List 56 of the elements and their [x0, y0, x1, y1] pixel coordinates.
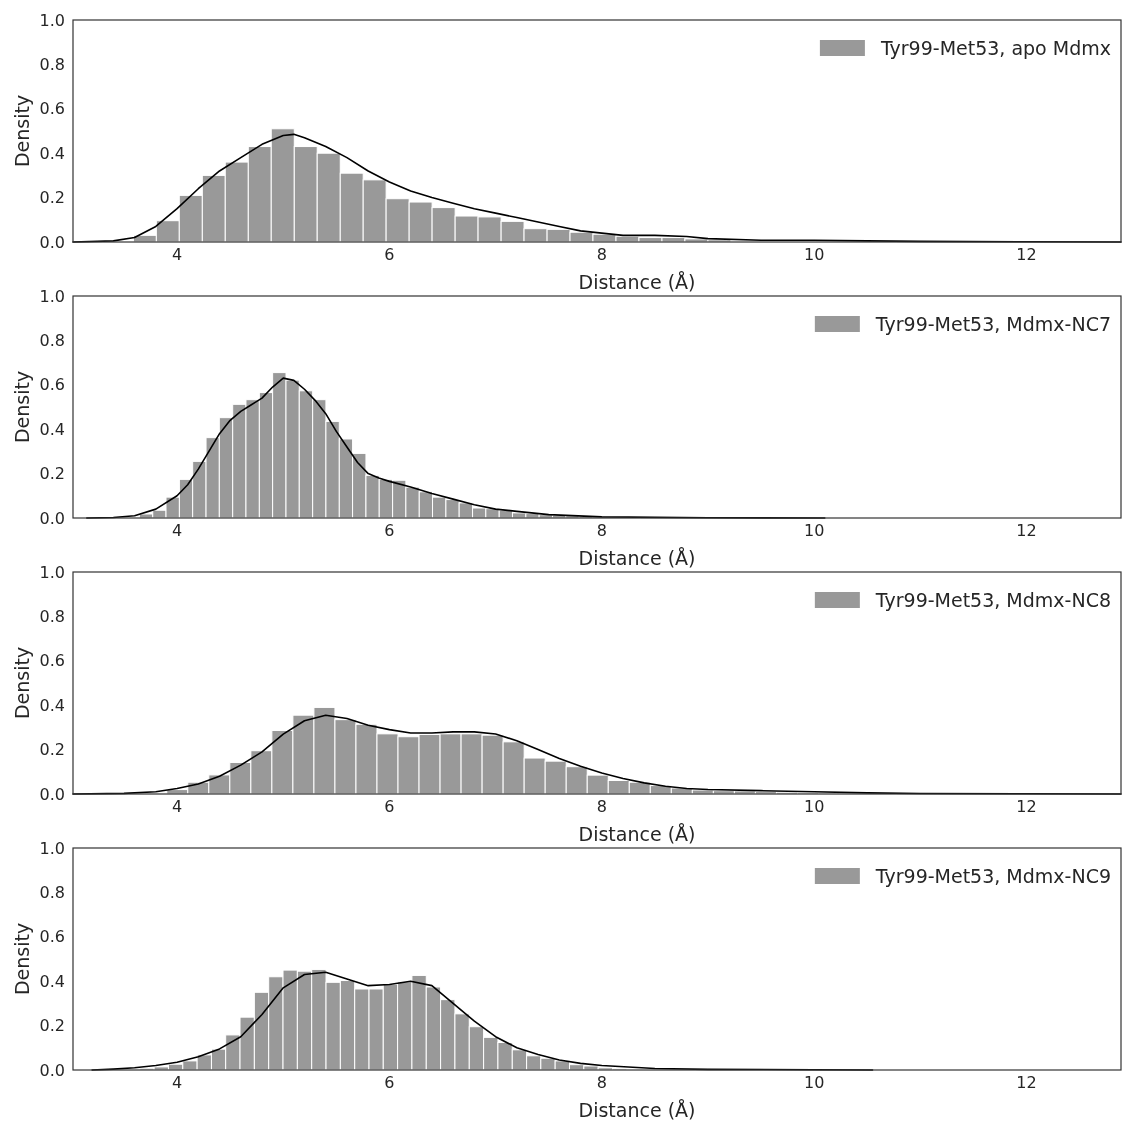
y-tick-label: 0.8 — [39, 607, 65, 626]
y-axis-title: Density — [11, 370, 33, 444]
y-tick-label: 1.0 — [39, 562, 65, 582]
y-tick-label: 0.4 — [39, 419, 65, 439]
x-tick-label: 10 — [803, 797, 825, 816]
x-tick-label: 4 — [171, 521, 183, 540]
y-axis-title: Density — [11, 922, 33, 996]
y-tick-label: 0.6 — [39, 99, 65, 119]
y-tick-label: 0.2 — [39, 740, 65, 760]
x-tick-label: 6 — [384, 1073, 395, 1092]
y-axis-title: Density — [11, 94, 33, 168]
y-tick-label: 0.0 — [39, 1060, 65, 1080]
x-tick-label: 12 — [1016, 245, 1037, 264]
y-tick-label: 0.2 — [39, 188, 65, 208]
y-tick-label: 0.0 — [39, 784, 65, 804]
x-axis-title: Distance (Å) — [578, 547, 696, 569]
y-tick-label: 0.0 — [39, 508, 65, 528]
y-tick-label: 0.6 — [39, 651, 65, 671]
y-tick-label: 1.0 — [39, 838, 65, 858]
y-axis-title: Density — [11, 646, 33, 720]
legend-label: Tyr99-Met53, apo Mdmx — [879, 36, 1111, 59]
legend-label: Tyr99-Met53, Mdmx-NC8 — [874, 588, 1111, 611]
x-axis-title: Distance (Å) — [578, 823, 696, 845]
x-tick-label: 10 — [803, 1073, 825, 1092]
y-tick-label: 0.8 — [39, 331, 65, 350]
y-tick-label: 0.2 — [39, 464, 65, 484]
y-tick-label: 0.0 — [39, 232, 65, 252]
y-tick-label: 0.4 — [39, 143, 65, 163]
y-tick-label: 0.6 — [39, 927, 65, 947]
x-tick-label: 8 — [596, 797, 607, 816]
x-tick-label: 10 — [803, 245, 825, 264]
x-tick-label: 4 — [171, 245, 183, 264]
x-tick-label: 12 — [1016, 521, 1037, 540]
y-tick-label: 0.2 — [39, 1016, 65, 1036]
y-tick-label: 0.8 — [39, 55, 65, 74]
y-tick-label: 1.0 — [39, 10, 65, 30]
x-tick-label: 6 — [384, 245, 395, 264]
y-tick-label: 0.6 — [39, 375, 65, 395]
x-tick-label: 8 — [596, 245, 607, 264]
x-tick-label: 4 — [171, 1073, 183, 1092]
y-tick-label: 0.8 — [39, 883, 65, 902]
x-tick-label: 6 — [384, 797, 395, 816]
x-tick-label: 6 — [384, 521, 395, 540]
x-tick-label: 8 — [596, 521, 607, 540]
y-tick-label: 0.4 — [39, 695, 65, 715]
y-tick-label: 0.4 — [39, 971, 65, 991]
y-tick-label: 1.0 — [39, 286, 65, 306]
x-tick-label: 4 — [171, 797, 183, 816]
legend-label: Tyr99-Met53, Mdmx-NC7 — [874, 312, 1111, 335]
x-axis-title: Distance (Å) — [578, 1099, 696, 1121]
x-axis-title: Distance (Å) — [578, 271, 696, 293]
x-tick-label: 12 — [1016, 797, 1037, 816]
legend-label: Tyr99-Met53, Mdmx-NC9 — [874, 864, 1111, 887]
x-tick-label: 10 — [803, 521, 825, 540]
x-tick-label: 12 — [1016, 1073, 1037, 1092]
x-tick-label: 8 — [596, 1073, 607, 1092]
